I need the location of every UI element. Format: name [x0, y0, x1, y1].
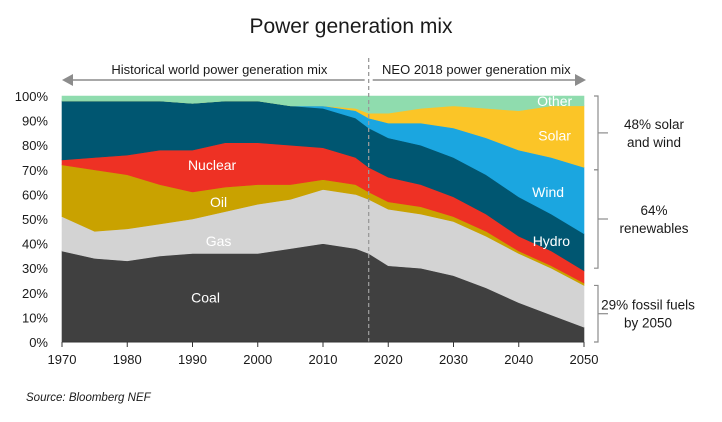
section-label: NEO 2018 power generation mix [382, 62, 571, 77]
x-tick-label: 1970 [48, 352, 77, 367]
annotation-text: renewables [619, 221, 688, 236]
annotations: 48% solar and wind 64% renewables 29% fossil… [594, 95, 695, 343]
y-tick-label: 80% [22, 138, 48, 153]
x-tick-label: 1980 [113, 352, 142, 367]
y-tick-label: 40% [22, 237, 48, 252]
annotation-text: 64% [640, 203, 667, 218]
section-neo-2018-power-generation-mix: NEO 2018 power generation mix [372, 62, 586, 86]
section-headers: Historical world power generation mix NEO… [62, 62, 586, 86]
annotation-text: by 2050 [624, 316, 672, 331]
y-tick-label: 10% [22, 310, 48, 325]
series-label-gas: Gas [206, 233, 232, 249]
series-label-nuclear: Nuclear [188, 157, 237, 173]
chart-title: Power generation mix [249, 15, 453, 38]
y-tick-label: 60% [22, 187, 48, 202]
series-label-coal: Coal [191, 290, 220, 306]
y-tick-label: 50% [22, 212, 48, 227]
x-tick-label: 2020 [374, 352, 403, 367]
y-tick-label: 100% [15, 89, 49, 104]
source-note: Source: Bloomberg NEF [26, 392, 152, 404]
annotation-3: 29% fossil fuels by 2050 [594, 284, 695, 343]
annotation-1: 48% solar and wind [594, 95, 685, 171]
x-tick-label: 1990 [178, 352, 207, 367]
x-tick-label: 2010 [309, 352, 338, 367]
series-label-solar: Solar [538, 127, 571, 143]
x-axis: 1970 1980 1990 2000 2010 2020 2030 2040 2050 [48, 341, 599, 367]
x-tick-label: 2040 [504, 352, 533, 367]
annotation-2: 64% renewables [594, 169, 689, 269]
y-tick-label: 20% [22, 286, 48, 301]
annotation-text: 29% fossil fuels [601, 298, 695, 313]
arrow-right-icon [575, 74, 586, 86]
y-tick-label: 0% [29, 335, 48, 350]
annotation-text: and wind [627, 135, 681, 150]
series-label-oil: Oil [210, 194, 227, 210]
arrow-left-icon [62, 74, 73, 86]
stacked-areas [61, 95, 585, 343]
x-tick-label: 2030 [439, 352, 468, 367]
series-label-other: Other [537, 93, 572, 109]
annotation-bracket [594, 95, 599, 171]
y-tick-label: 70% [22, 163, 48, 178]
section-label: Historical world power generation mix [111, 62, 328, 77]
annotation-bracket [594, 284, 599, 343]
section-historical-world-power-generation-mix: Historical world power generation mix [62, 62, 365, 86]
x-tick-label: 2050 [570, 352, 599, 367]
series-label-hydro: Hydro [533, 233, 571, 249]
annotation-bracket [594, 169, 599, 269]
series-label-wind: Wind [532, 184, 564, 200]
y-axis: 0% 10% 20% 30% 40% 50% 60% 70% 80% 90% 100% [15, 89, 49, 350]
series-labels: Coal Gas Oil Nuclear Hydro Wind Solar Other [188, 93, 573, 306]
annotation-text: 48% solar [624, 117, 685, 132]
area-other [61, 95, 585, 114]
y-tick-label: 30% [22, 261, 48, 276]
y-tick-label: 90% [22, 114, 48, 129]
x-tick-label: 2000 [243, 352, 272, 367]
